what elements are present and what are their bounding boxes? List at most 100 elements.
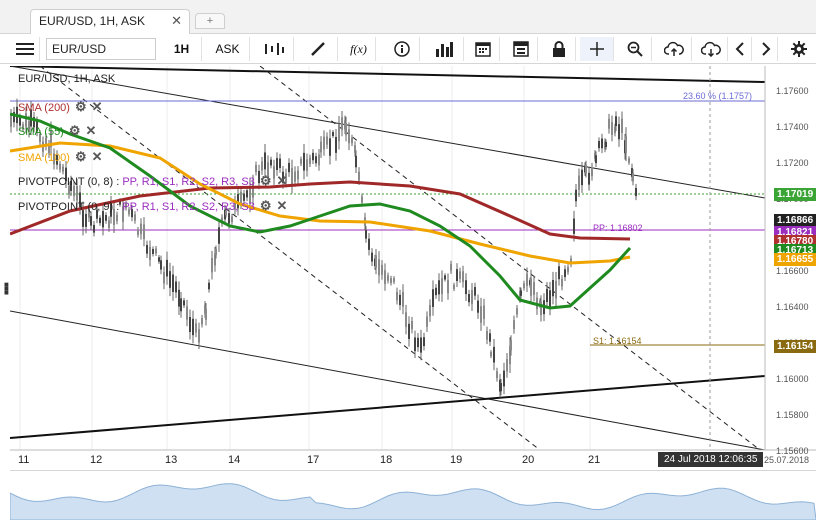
candle-body bbox=[513, 320, 515, 330]
legend-sma-55[interactable]: SMA (55) ⚙ ✕ bbox=[18, 123, 96, 139]
templates-button[interactable] bbox=[504, 37, 538, 61]
zoom-icon bbox=[627, 41, 643, 57]
close-icon[interactable]: ✕ bbox=[91, 99, 103, 114]
gear-icon[interactable]: ⚙ bbox=[74, 149, 87, 164]
gear-icon[interactable]: ⚙ bbox=[259, 173, 272, 188]
crosshair-button[interactable] bbox=[580, 37, 614, 61]
upload-button[interactable] bbox=[656, 37, 692, 61]
draw-tool-button[interactable] bbox=[298, 37, 338, 61]
candle-body bbox=[192, 318, 194, 336]
scroll-left-button[interactable] bbox=[728, 37, 752, 61]
candle-body bbox=[402, 291, 404, 307]
candle-body bbox=[429, 304, 431, 317]
candle-body bbox=[186, 306, 188, 320]
tab-bar: EUR/USD, 1H, ASK ✕ + bbox=[0, 0, 816, 34]
candle-body bbox=[303, 152, 305, 171]
close-tab-icon[interactable]: ✕ bbox=[171, 13, 182, 28]
axis-end-date: 25.07.2018 bbox=[764, 455, 810, 465]
date-tick-label: 11 bbox=[18, 454, 30, 466]
candle-body bbox=[294, 171, 296, 182]
candle-body bbox=[500, 383, 502, 392]
chart-canvas[interactable] bbox=[10, 66, 816, 466]
candle-body bbox=[85, 213, 87, 227]
candle-body bbox=[198, 329, 200, 343]
candle-body bbox=[152, 248, 154, 255]
menu-button[interactable] bbox=[10, 37, 40, 61]
price-chart[interactable]: EUR/USD, 1H, ASK SMA (200) ⚙ ✕ SMA (55) ⚙ ✕ … bbox=[10, 66, 816, 506]
candle-body bbox=[68, 185, 70, 195]
candle-body bbox=[329, 138, 331, 156]
cloud-upload-icon bbox=[663, 41, 684, 56]
candle-body bbox=[99, 217, 101, 224]
close-icon[interactable]: ✕ bbox=[91, 149, 103, 164]
candle-body bbox=[158, 257, 160, 262]
gear-icon[interactable]: ⚙ bbox=[74, 99, 87, 114]
close-icon[interactable]: ✕ bbox=[276, 173, 288, 188]
candle-body bbox=[300, 159, 302, 164]
candle-body bbox=[438, 280, 440, 295]
s1-label: S1: 1.16154 bbox=[593, 336, 642, 346]
candle-body bbox=[384, 270, 386, 284]
candle-body bbox=[520, 290, 522, 296]
symbol-input[interactable]: EUR/USD bbox=[46, 38, 156, 60]
legend-pivot-9[interactable]: PIVOTPOINT (0, 9) : PP, R1, S1, R2, S2, … bbox=[18, 198, 288, 213]
download-button[interactable] bbox=[694, 37, 728, 61]
volume-button[interactable] bbox=[424, 37, 464, 61]
chart-toolbar: EUR/USD 1H ASK f(x) bbox=[0, 34, 816, 64]
sma-55-line bbox=[10, 112, 632, 310]
candle-body bbox=[25, 113, 27, 127]
candle-body bbox=[48, 144, 50, 154]
price-tick-label: 1.17400 bbox=[776, 122, 809, 132]
close-icon[interactable]: ✕ bbox=[85, 123, 97, 138]
settings-button[interactable] bbox=[786, 37, 812, 61]
panel-resize-handle[interactable]: ■ ■ ■ bbox=[4, 280, 9, 297]
candle-body bbox=[108, 220, 110, 228]
chart-tab[interactable]: EUR/USD, 1H, ASK ✕ bbox=[30, 9, 190, 34]
candle-body bbox=[131, 209, 133, 218]
candle-body bbox=[243, 193, 245, 201]
candle-body bbox=[459, 271, 461, 279]
candle-body bbox=[348, 129, 350, 144]
scroll-right-button[interactable] bbox=[754, 37, 778, 61]
legend-pivot-8[interactable]: PIVOTPOINT (0, 8) : PP, R1, S1, R2, S2, … bbox=[18, 173, 288, 188]
candle-body bbox=[601, 138, 603, 149]
candle-body bbox=[490, 352, 492, 357]
info-button[interactable] bbox=[384, 37, 420, 61]
price-tag: 1.16154 bbox=[774, 340, 816, 353]
candle-body bbox=[365, 230, 367, 239]
lock-button[interactable] bbox=[542, 37, 576, 61]
legend-sma-200[interactable]: SMA (200) ⚙ ✕ bbox=[18, 99, 103, 115]
close-icon[interactable]: ✕ bbox=[276, 198, 288, 213]
price-tag: 1.16655 bbox=[774, 253, 816, 266]
add-tab-button[interactable]: + bbox=[195, 13, 225, 29]
candle-body bbox=[273, 166, 275, 179]
legend-sma-100[interactable]: SMA (100) ⚙ ✕ bbox=[18, 149, 103, 165]
candle-body bbox=[178, 289, 180, 307]
gear-icon[interactable]: ⚙ bbox=[259, 198, 272, 213]
candle-body bbox=[312, 152, 314, 161]
candle-body bbox=[516, 308, 518, 315]
price-axis-line bbox=[10, 66, 816, 451]
indicators-button[interactable]: f(x) bbox=[342, 37, 376, 61]
price-tag: 1.16866 bbox=[774, 214, 816, 227]
candle-body bbox=[231, 216, 233, 222]
gear-icon[interactable]: ⚙ bbox=[68, 123, 81, 138]
period-selector[interactable]: 1H bbox=[162, 37, 202, 61]
date-tick-label: 17 bbox=[307, 454, 320, 466]
zoom-button[interactable] bbox=[618, 37, 652, 61]
navigator-strip[interactable] bbox=[9, 470, 816, 521]
chevron-right-icon bbox=[761, 42, 770, 56]
candle-body bbox=[261, 161, 263, 171]
candle-body bbox=[530, 278, 532, 296]
candle-body bbox=[249, 186, 251, 204]
candle-body bbox=[318, 154, 320, 166]
candle-body bbox=[506, 359, 508, 372]
candle-body bbox=[581, 169, 583, 186]
candle-body bbox=[140, 223, 142, 235]
calendar-button[interactable] bbox=[466, 37, 500, 61]
candle-body bbox=[486, 330, 488, 340]
side-selector[interactable]: ASK bbox=[206, 37, 250, 61]
crosshair-icon bbox=[589, 42, 604, 56]
candle-body bbox=[291, 168, 293, 186]
chart-type-button[interactable] bbox=[254, 37, 294, 61]
